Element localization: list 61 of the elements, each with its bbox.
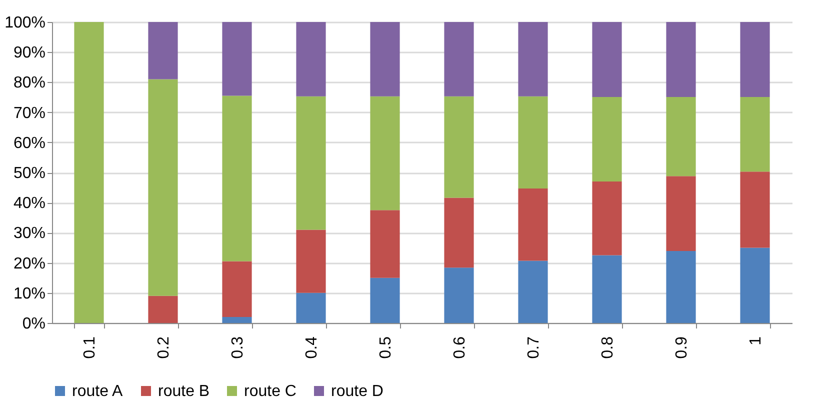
bar [666,22,696,97]
bar [370,22,400,96]
y-tick-label: 30% [13,225,46,242]
bar [666,96,696,176]
bar [592,182,622,256]
y-tick-label: 90% [13,44,46,62]
y-tick-label: 10% [13,285,46,302]
bar [740,172,770,248]
bar [666,251,696,323]
x-tick-label: 0.9 [674,336,690,359]
legend-label: route A [72,383,124,400]
y-tick-label: 0% [22,316,46,332]
bar [518,96,548,188]
x-tick-label: 0.1 [82,336,98,359]
bar [222,22,252,96]
y-tick-label: 40% [13,195,46,212]
y-tick-label: 50% [13,165,46,182]
y-tick-label: 20% [13,255,46,272]
x-tick-label: 0.7 [526,336,542,359]
y-tick-label: 80% [13,74,46,92]
legend-label: route C [244,383,296,400]
bar [518,22,548,96]
bar [444,198,474,268]
bar [148,79,178,296]
legend-label: route B [158,383,210,400]
bar [370,96,400,210]
bar [518,188,548,261]
bar [592,22,622,97]
bar [592,96,622,182]
bar [370,278,400,323]
bar [74,22,104,323]
bar [296,292,326,323]
y-tick-label: 60% [13,134,46,152]
bar [148,296,178,323]
bar [740,22,770,97]
x-tick-label: 0.8 [600,336,616,359]
x-tick-label: 1 [748,336,764,346]
bar [444,268,474,323]
bar [518,260,548,323]
x-tick-label: 0.3 [230,336,246,359]
bar [222,316,252,323]
y-tick-label: 100% [4,14,46,32]
bar [148,22,178,80]
bar [222,261,252,317]
y-tick-label: 70% [13,104,46,122]
x-tick-label: 0.4 [304,336,320,359]
bar [296,96,326,230]
legend-label: route D [331,383,384,400]
x-tick-label: 0.6 [452,336,468,359]
bar [222,96,252,262]
bar [296,22,326,96]
bar [740,248,770,323]
bar [740,96,770,172]
bar [444,22,474,96]
x-tick-label: 0.5 [378,336,394,359]
bar [444,96,474,198]
bar [592,255,622,323]
bar [296,230,326,293]
x-tick-label: 0.2 [156,336,172,359]
bar [370,210,400,278]
bar [666,176,696,252]
